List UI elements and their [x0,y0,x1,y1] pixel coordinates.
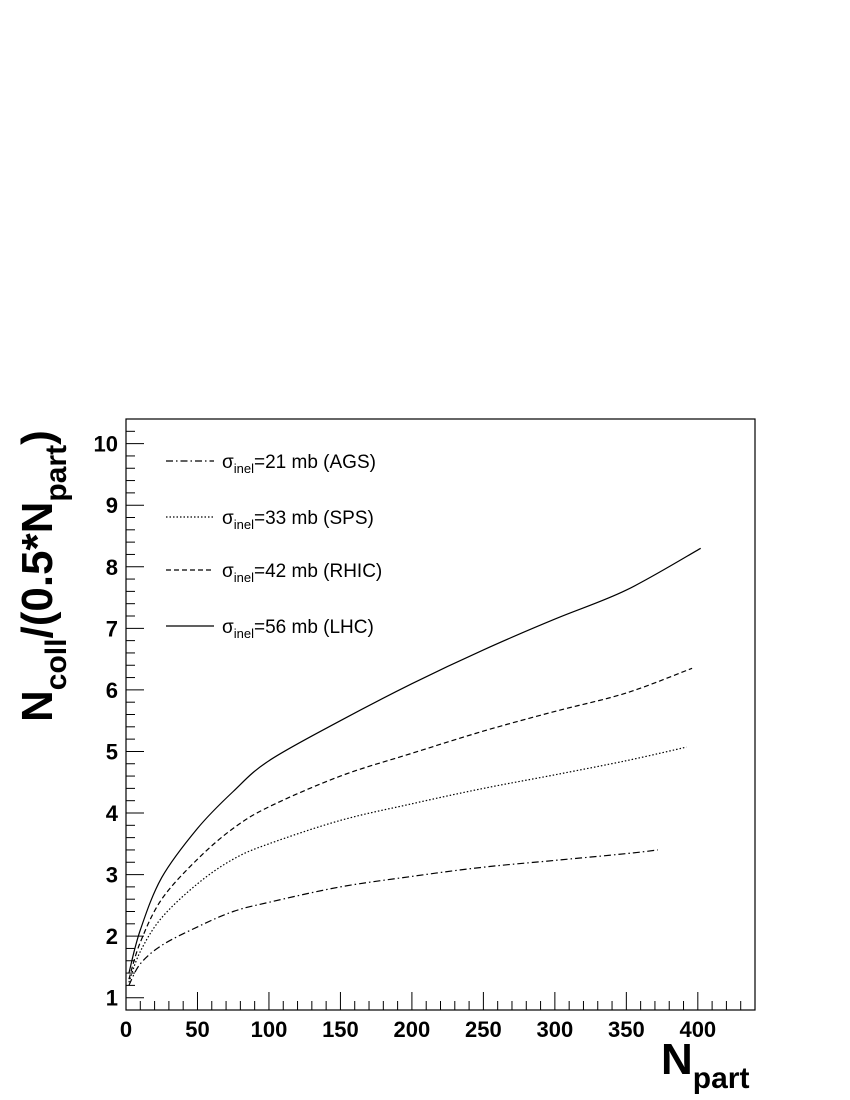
y-tick-label: 7 [106,616,118,641]
axis-ticks [125,418,756,1010]
series-line-3 [128,667,693,980]
legend-value: =42 mb (RHIC) [254,561,382,582]
y-tick-label: 9 [106,493,118,518]
x-axis-title: Npart [661,1035,749,1095]
x-tick-label: 50 [185,1017,209,1042]
legend-sigma: σ [222,452,234,473]
legend-value: =21 mb (AGS) [254,452,376,473]
legend-label: σinel=33 mb (SPS) [222,508,374,532]
y-tick-label: 2 [106,924,118,949]
series-lines [128,547,701,986]
legend-subscript: inel [234,461,254,476]
y-tick-label: 4 [106,801,119,826]
y-tick-label: 3 [106,863,118,888]
x-tick-label: 150 [322,1017,359,1042]
legend-label: σinel=21 mb (AGS) [222,452,376,476]
x-tick-label: 100 [251,1017,288,1042]
legend-sigma: σ [222,561,234,582]
x-tick-labels: 0 50 100 150 200 250 300 350 400 [120,1017,716,1042]
y-tick-label: 10 [94,432,118,457]
x-tick-label: 350 [608,1017,645,1042]
y-tick-labels: 1 2 3 4 5 6 7 8 9 10 [94,432,119,1011]
legend-subscript: inel [234,626,254,641]
legend-value: =33 mb (SPS) [254,508,374,529]
legend: σinel=21 mb (AGS)σinel=33 mb (SPS)σinel=… [166,452,382,641]
legend-sigma: σ [222,508,234,529]
y-axis-title: Ncoll/(0.5*Npart) [13,430,73,722]
y-tick-label: 5 [106,739,118,764]
y-tick-label: 1 [106,986,118,1011]
y-tick-label: 8 [106,555,118,580]
legend-value: =56 mb (LHC) [254,617,374,638]
series-line-2 [128,746,687,983]
x-tick-label: 300 [537,1017,574,1042]
x-tick-label: 0 [120,1017,132,1042]
legend-subscript: inel [234,570,254,585]
y-tick-label: 6 [106,678,118,703]
plot-frame [125,418,756,1011]
x-tick-label: 200 [394,1017,431,1042]
legend-label: σinel=42 mb (RHIC) [222,561,382,585]
legend-sigma: σ [222,617,234,638]
legend-subscript: inel [234,517,254,532]
x-tick-label: 400 [679,1017,716,1042]
x-tick-label: 250 [465,1017,502,1042]
series-line-1 [128,849,658,986]
series-line-4 [128,547,701,974]
legend-label: σinel=56 mb (LHC) [222,617,374,641]
